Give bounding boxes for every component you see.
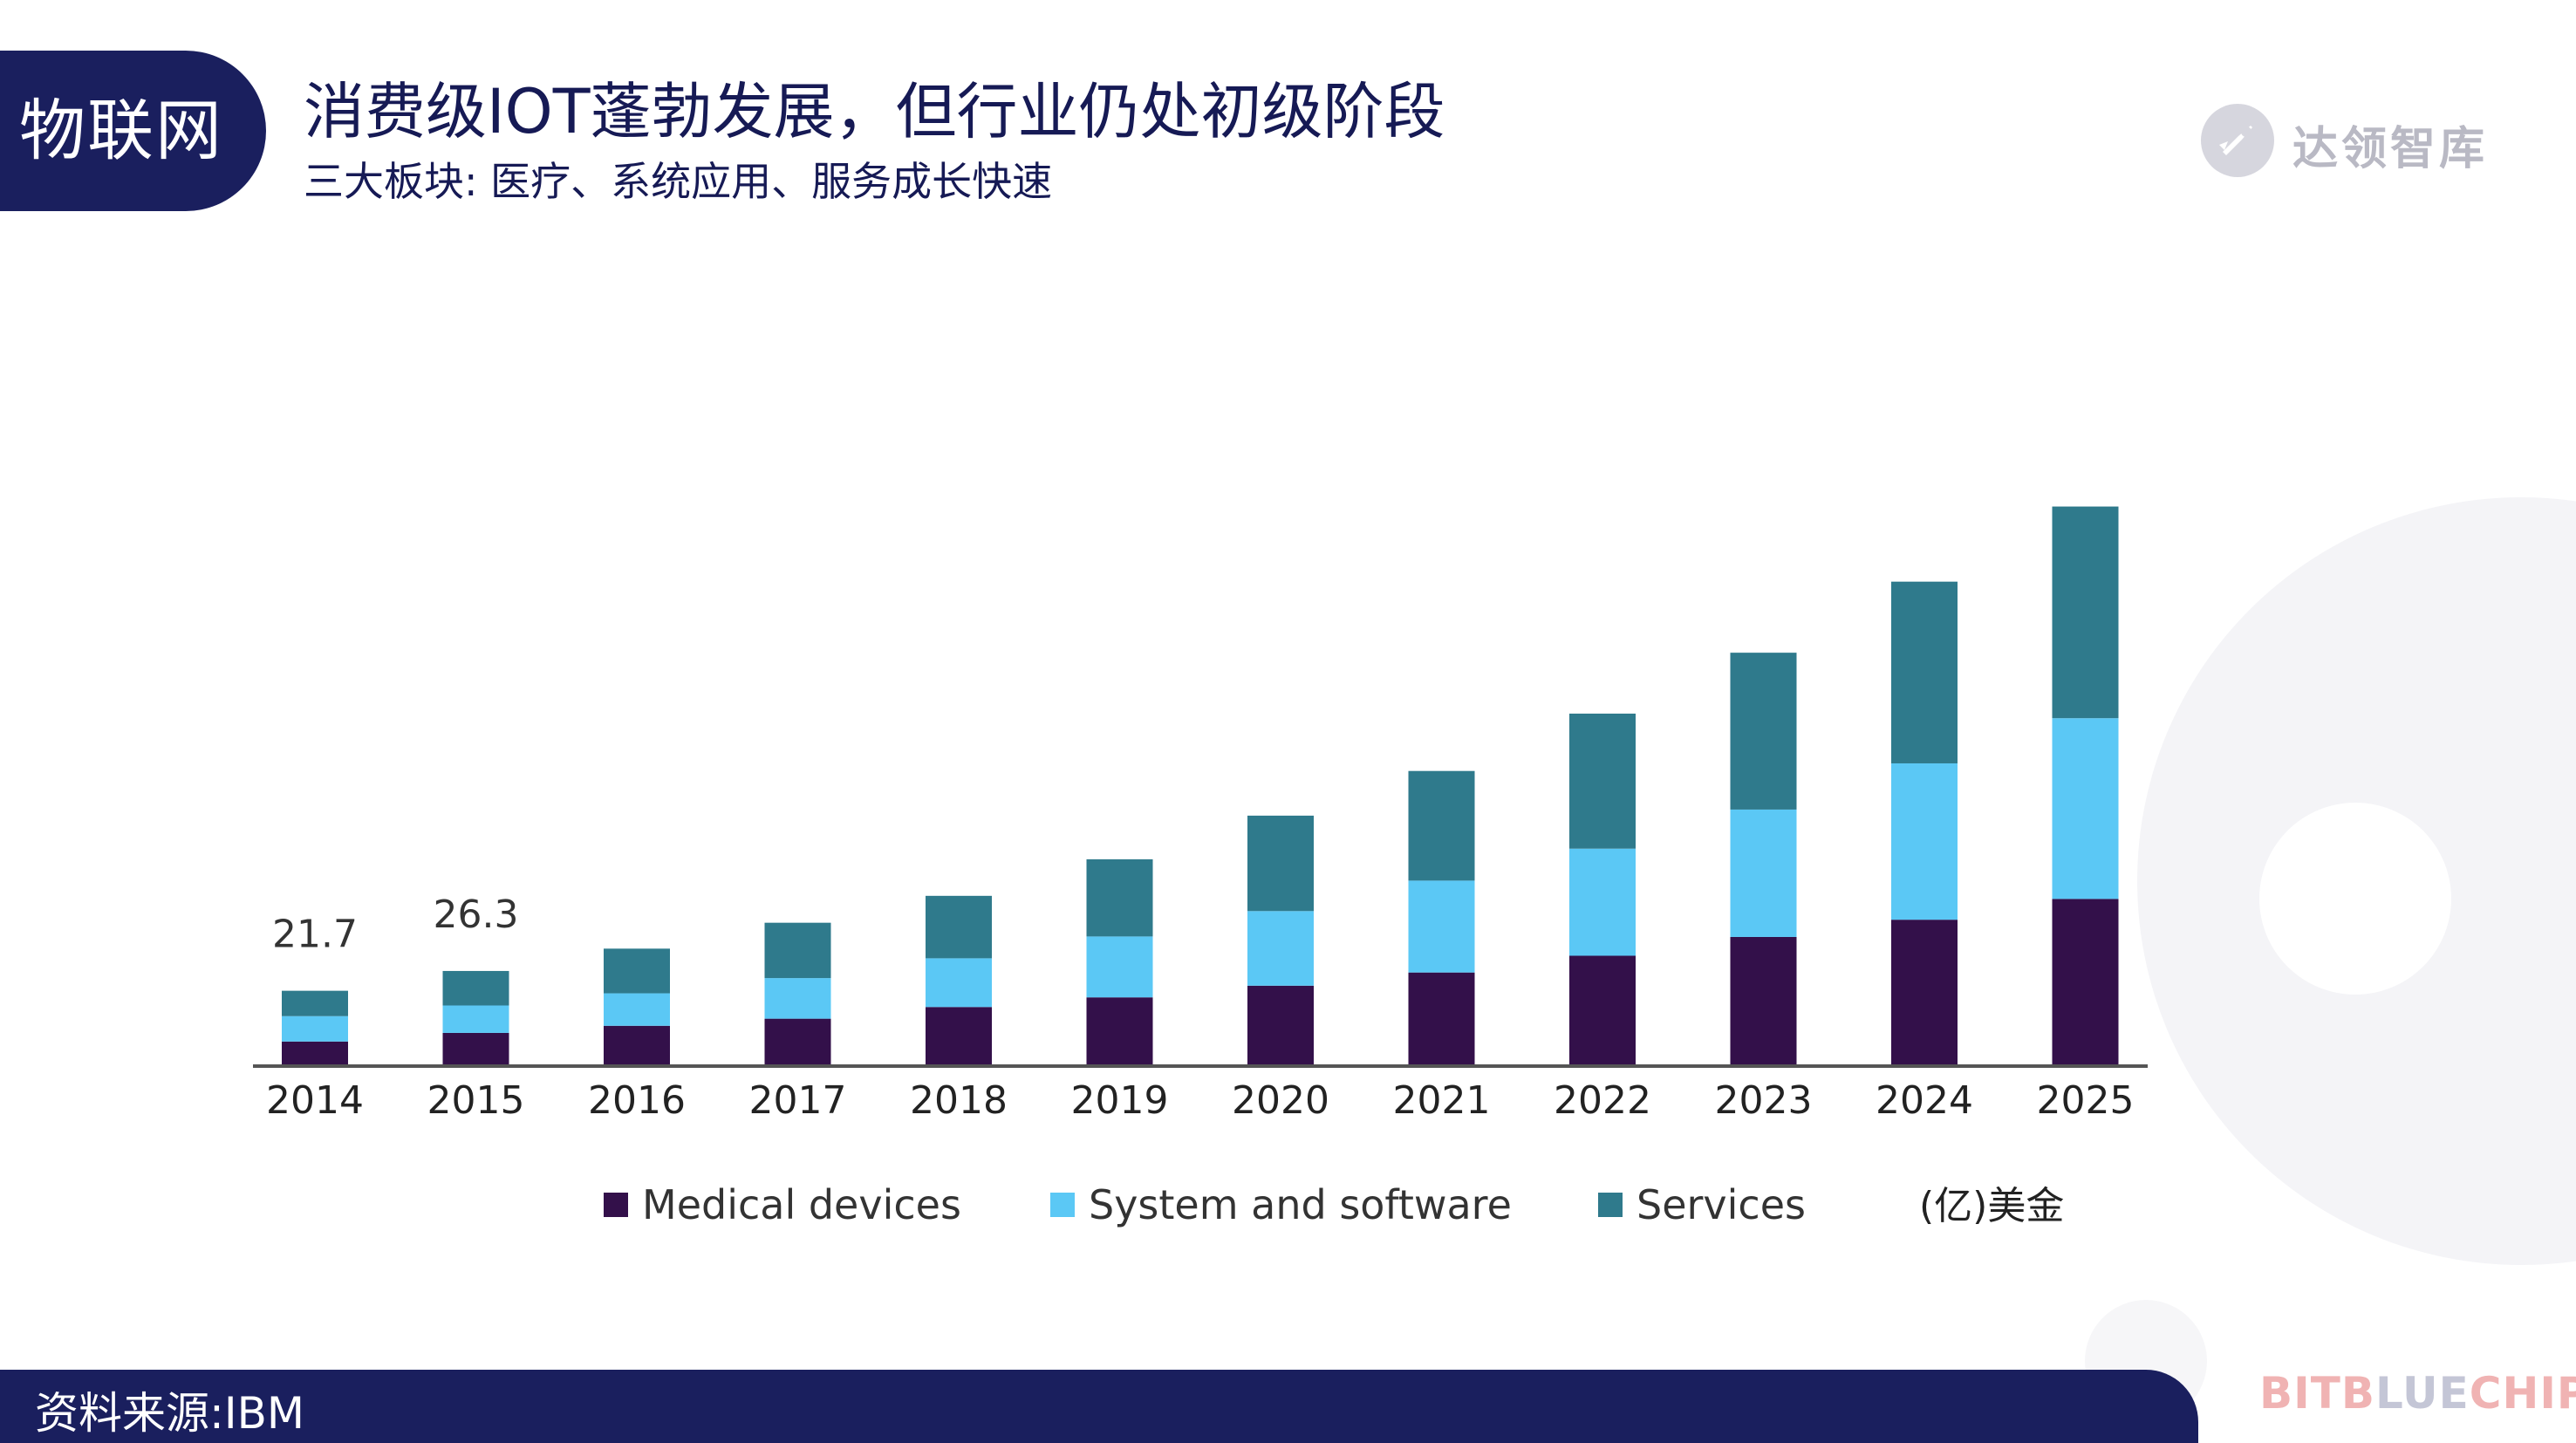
- bar-services-2024: [1891, 581, 1958, 763]
- bar-services-2016: [604, 948, 670, 994]
- bar-services-2021: [1408, 770, 1475, 881]
- x-tick-label: 2020: [1232, 1078, 1329, 1123]
- source-note: 资料来源:IBM: [35, 1388, 305, 1439]
- section-tab-label: 物联网: [19, 92, 223, 169]
- rocket-icon: [2201, 104, 2274, 177]
- x-tick-label: 2015: [427, 1078, 525, 1123]
- bar-system-and-software-2014: [282, 1016, 348, 1042]
- x-tick-label: 2023: [1715, 1078, 1813, 1123]
- bar-medical-devices-2015: [442, 1032, 509, 1064]
- x-tick-label: 2016: [588, 1078, 686, 1123]
- logo-text: 达领智库: [2292, 123, 2489, 175]
- bar-medical-devices-2017: [764, 1018, 831, 1064]
- data-label: 26.3: [434, 892, 519, 937]
- x-tick-label: 2018: [910, 1078, 1008, 1123]
- brand-part-c: CHIP: [2469, 1368, 2576, 1419]
- legend-swatch-services: [1598, 1193, 1623, 1217]
- bar-medical-devices-2021: [1408, 972, 1475, 1064]
- page-subtitle: 三大板块: 医疗、系统应用、服务成长快速: [304, 158, 1053, 205]
- logo: [2201, 104, 2274, 177]
- bar-system-and-software-2019: [1086, 936, 1153, 998]
- legend-label: Medical devices: [642, 1181, 961, 1228]
- bar-services-2020: [1247, 815, 1314, 912]
- x-tick-label: 2017: [749, 1078, 847, 1123]
- section-tab: 物联网: [0, 51, 266, 211]
- x-tick-label: 2019: [1071, 1078, 1169, 1123]
- unit-label: (亿)美金: [1919, 1184, 2064, 1228]
- page-title: 消费级IOT蓬勃发展，但行业仍处初级阶段: [304, 76, 1445, 147]
- bar-system-and-software-2020: [1247, 911, 1314, 986]
- bar-system-and-software-2021: [1408, 880, 1475, 973]
- x-tick-label: 2014: [266, 1078, 364, 1123]
- bar-system-and-software-2024: [1891, 763, 1958, 920]
- bar-services-2018: [926, 895, 992, 959]
- bar-system-and-software-2025: [2052, 718, 2119, 899]
- bar-services-2025: [2052, 506, 2119, 719]
- bar-medical-devices-2014: [282, 1041, 348, 1064]
- bar-medical-devices-2018: [926, 1007, 992, 1064]
- brand-watermark: BITBLUECHIPTM: [2259, 1368, 2576, 1419]
- bar-system-and-software-2017: [764, 978, 831, 1019]
- x-tick-label: 2025: [2037, 1078, 2135, 1123]
- bar-services-2014: [282, 990, 348, 1016]
- bar-medical-devices-2019: [1086, 997, 1153, 1064]
- bar-services-2022: [1569, 713, 1636, 849]
- legend-swatch-system-and-software: [1050, 1193, 1075, 1217]
- bar-services-2019: [1086, 858, 1153, 937]
- bar-services-2017: [764, 922, 831, 979]
- legend-label: System and software: [1089, 1181, 1512, 1228]
- x-tick-label: 2022: [1554, 1078, 1651, 1123]
- data-label: 21.7: [272, 913, 358, 957]
- bar-system-and-software-2023: [1730, 809, 1797, 937]
- legend-label: Services: [1636, 1181, 1806, 1228]
- bar-medical-devices-2025: [2052, 899, 2119, 1064]
- bar-system-and-software-2015: [442, 1005, 509, 1033]
- brand-part-b: LUE: [2374, 1368, 2470, 1419]
- bar-medical-devices-2016: [604, 1025, 670, 1064]
- bar-system-and-software-2018: [926, 958, 992, 1008]
- bar-services-2023: [1730, 653, 1797, 810]
- bar-medical-devices-2020: [1247, 985, 1314, 1064]
- legend-swatch-medical-devices: [604, 1193, 628, 1217]
- bar-medical-devices-2023: [1730, 936, 1797, 1064]
- x-tick-label: 2021: [1393, 1078, 1491, 1123]
- bar-system-and-software-2016: [604, 993, 670, 1026]
- brand-part-a: BITB: [2259, 1368, 2375, 1419]
- x-tick-label: 2024: [1876, 1078, 1973, 1123]
- bar-medical-devices-2022: [1569, 955, 1636, 1064]
- footer-bar: 资料来源:IBM: [0, 1370, 2198, 1443]
- stacked-bar-chart: 2014 2015 2016 2017 2018 2019 2020 2021 2022 2023…: [253, 506, 2148, 1228]
- bar-medical-devices-2024: [1891, 920, 1958, 1064]
- bar-services-2015: [442, 970, 509, 1006]
- bar-system-and-software-2022: [1569, 848, 1636, 956]
